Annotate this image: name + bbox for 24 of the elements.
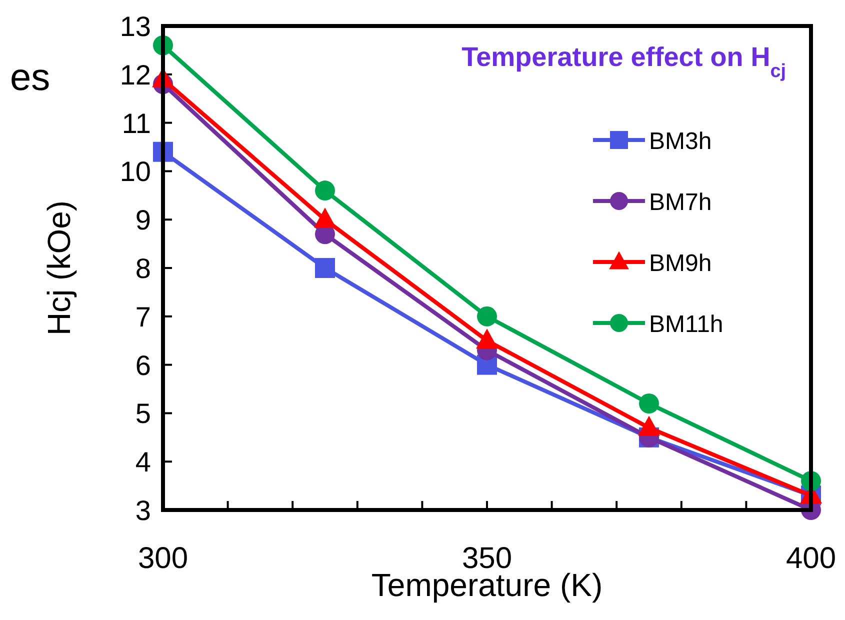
y-tick-label: 6 [135,350,151,381]
y-tick-label: 10 [120,156,151,188]
y-tick-label: 3 [135,495,151,526]
y-tick-label: 4 [135,446,151,478]
legend-label: BM11h [649,311,724,338]
x-tick-label: 300 [138,542,188,575]
y-tick-label: 5 [135,398,151,430]
point [639,394,659,414]
y-tick-label: 7 [135,301,151,332]
text: Temperature effect on H$_{cj}$ [462,42,786,82]
legend-label: BM9h [649,250,712,277]
y-tick-label: 9 [135,204,151,236]
point [315,258,335,278]
legend-label: BM7h [649,189,712,216]
y-tick-label: 11 [122,108,151,139]
point [315,180,335,201]
y-tick-label: 12 [120,59,151,90]
point [477,306,497,326]
y-tick-label: 8 [135,253,151,284]
legend-label: BM3h [649,128,712,155]
x-tick-label: 400 [786,542,836,575]
text: es [10,57,50,99]
y-axis-title: Hcj (kOe) [41,200,77,336]
y-tick-label: 13 [120,11,151,42]
